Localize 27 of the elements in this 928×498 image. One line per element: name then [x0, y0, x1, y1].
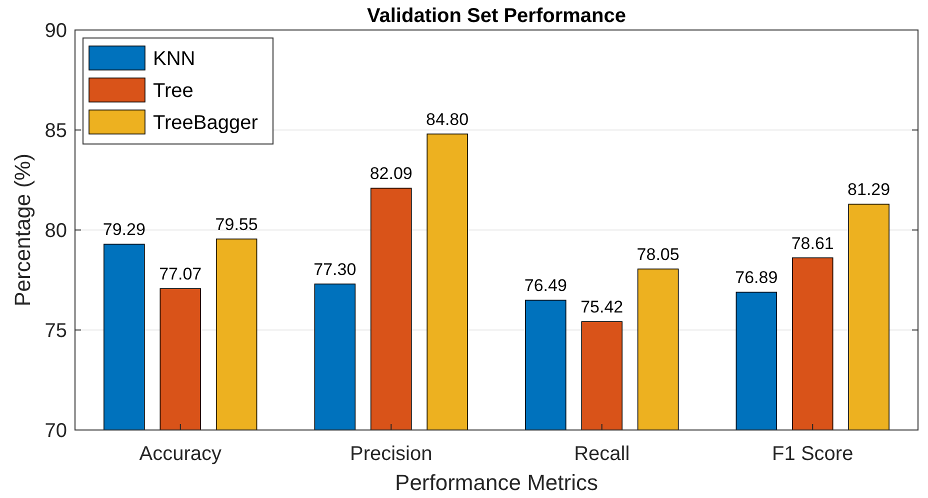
- x-axis-title: Performance Metrics: [395, 470, 598, 495]
- x-tick-label: Recall: [574, 443, 630, 465]
- chart-title: Validation Set Performance: [367, 5, 626, 27]
- legend-label: KNN: [153, 48, 196, 70]
- data-label: 78.61: [791, 234, 834, 253]
- data-label: 79.55: [215, 215, 258, 234]
- x-tick-label: F1 Score: [772, 443, 854, 465]
- data-label: 79.29: [102, 220, 146, 240]
- x-tick-label: Accuracy: [139, 443, 222, 465]
- y-tick-label: 70: [44, 420, 67, 442]
- legend-label: TreeBagger: [153, 112, 258, 134]
- data-label: 77.07: [159, 264, 202, 284]
- data-label: 76.89: [735, 268, 778, 288]
- y-tick-label: 85: [44, 120, 67, 142]
- x-tick-label: Precision: [350, 443, 432, 465]
- y-tick-label: 90: [44, 20, 67, 42]
- data-label: 82.09: [370, 164, 412, 184]
- y-tick-label: 75: [44, 320, 67, 342]
- data-label: 81.29: [848, 180, 890, 200]
- y-tick-label: 80: [44, 220, 67, 242]
- data-label: 76.49: [524, 276, 567, 296]
- data-label: 84.80: [426, 110, 469, 129]
- y-axis-title: Percentage (%): [10, 154, 35, 306]
- data-label: 75.42: [580, 298, 624, 317]
- legend-label: Tree: [153, 80, 194, 102]
- data-label: 77.30: [314, 260, 356, 279]
- data-label: 78.05: [636, 245, 680, 264]
